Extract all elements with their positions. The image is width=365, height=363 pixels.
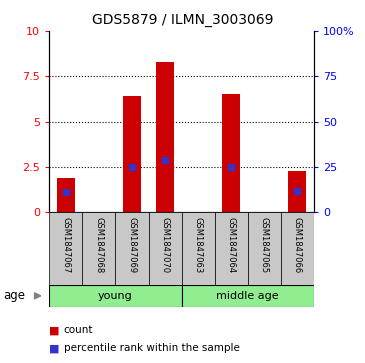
Text: age: age — [4, 289, 26, 302]
Text: ■: ■ — [49, 343, 60, 354]
Text: GSM1847067: GSM1847067 — [61, 217, 70, 274]
Text: count: count — [64, 325, 93, 335]
Bar — [49, 212, 82, 285]
Text: GSM1847069: GSM1847069 — [127, 217, 137, 274]
Bar — [49, 285, 182, 307]
Bar — [182, 285, 314, 307]
Bar — [149, 212, 182, 285]
Text: GSM1847068: GSM1847068 — [95, 217, 103, 274]
Bar — [57, 178, 75, 212]
Text: GSM1847065: GSM1847065 — [260, 217, 269, 274]
Text: GSM1847066: GSM1847066 — [293, 217, 302, 274]
Bar — [115, 212, 149, 285]
Text: ■: ■ — [49, 325, 60, 335]
Bar — [281, 212, 314, 285]
Bar — [222, 94, 240, 212]
Text: GSM1847063: GSM1847063 — [193, 217, 203, 274]
Bar — [82, 212, 115, 285]
Text: young: young — [98, 291, 133, 301]
Text: percentile rank within the sample: percentile rank within the sample — [64, 343, 240, 354]
Bar — [156, 62, 174, 212]
Bar — [215, 212, 248, 285]
Bar — [248, 212, 281, 285]
Bar — [123, 96, 141, 212]
Text: GSM1847064: GSM1847064 — [227, 217, 236, 274]
Bar — [182, 212, 215, 285]
Text: middle age: middle age — [216, 291, 279, 301]
Text: GSM1847070: GSM1847070 — [161, 217, 170, 274]
Text: GDS5879 / ILMN_3003069: GDS5879 / ILMN_3003069 — [92, 13, 273, 27]
Bar — [288, 171, 307, 212]
